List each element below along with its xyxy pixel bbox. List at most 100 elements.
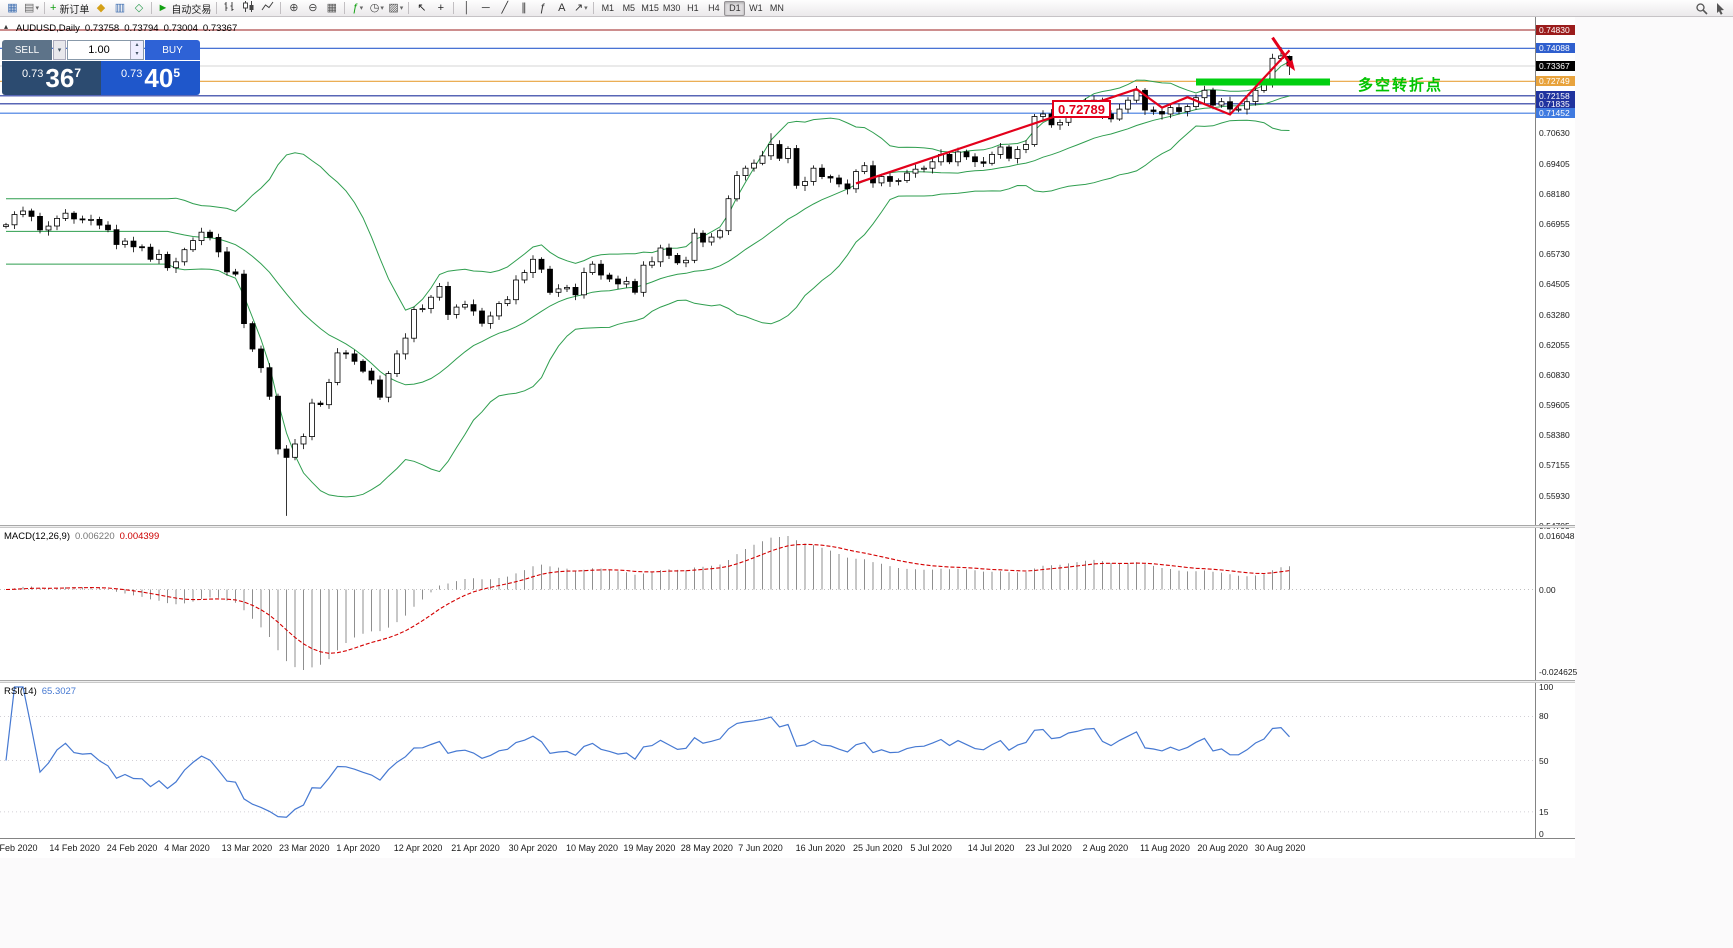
- cursor-button[interactable]: ↖: [412, 1, 431, 16]
- buy-price-button[interactable]: 0.73 40 5: [101, 61, 200, 95]
- rsi-axis-label: 15: [1539, 807, 1549, 817]
- navigator-button[interactable]: ◇: [129, 1, 148, 16]
- timeframe-m5[interactable]: M5: [622, 3, 636, 13]
- vertical-line-icon: │: [463, 1, 471, 14]
- crosshair-button[interactable]: +: [431, 1, 450, 16]
- periods-button[interactable]: ◷ ▾: [369, 1, 384, 14]
- axis-label: 0.62055: [1539, 339, 1570, 350]
- time-label: 28 May 2020: [680, 843, 733, 853]
- price-scale[interactable]: 0.70630 0.69405 0.68180 0.66955 0.65730 0.645…: [1535, 17, 1577, 839]
- volume-input[interactable]: 1.00 ▴ ▾: [67, 40, 144, 60]
- timeframe-m30[interactable]: M30: [662, 3, 681, 13]
- templates-icon: ▨: [388, 1, 399, 14]
- timeframe-d1[interactable]: D1: [724, 0, 746, 16]
- axis-label: 0.68180: [1539, 188, 1570, 199]
- horizontal-line-button[interactable]: ─: [476, 1, 495, 16]
- timeframe-m1[interactable]: M1: [601, 3, 615, 13]
- axis-label: 0.58380: [1539, 430, 1570, 441]
- rsi-panel[interactable]: RSI(14) 65.3027: [0, 683, 1535, 838]
- buy-price-small: 0.73: [120, 68, 143, 80]
- sell-price-button[interactable]: 0.73 36 7: [2, 61, 101, 95]
- price-badge: 0.73367: [1536, 61, 1575, 71]
- time-label: 16 Jun 2020: [795, 843, 846, 853]
- time-label: 23 Jul 2020: [1025, 843, 1072, 853]
- panel-splitter[interactable]: [0, 680, 1575, 683]
- price-badge: 0.71835: [1536, 98, 1575, 109]
- fibonacci-icon: ƒ: [539, 1, 546, 14]
- rsi-axis-label: 100: [1539, 682, 1554, 692]
- chart-window: ▴ AUDUSD,Daily 0.73758 0.73794 0.73004 0.733…: [0, 17, 1577, 858]
- open-value: 0.73758: [84, 23, 120, 34]
- timeframe-h1[interactable]: H1: [687, 3, 699, 13]
- zoom-in-button[interactable]: ⊕: [284, 1, 303, 16]
- tile-windows-icon: ▦: [326, 1, 338, 14]
- autotrading-button[interactable]: ► 自动交易: [157, 1, 212, 16]
- volume-value[interactable]: 1.00: [88, 44, 110, 56]
- sell-button[interactable]: SELL: [2, 40, 52, 60]
- toolbar-separator: [593, 2, 595, 14]
- zoom-in-icon: ⊕: [289, 1, 299, 14]
- volume-up-icon[interactable]: ▴: [131, 41, 143, 50]
- price-badge: 0.72158: [1536, 90, 1575, 101]
- volume-down-icon[interactable]: ▾: [131, 50, 143, 59]
- time-label: 21 Apr 2020: [451, 843, 500, 853]
- turning-point-text[interactable]: 多空转折点: [1358, 77, 1444, 94]
- time-label: 1 Apr 2020: [336, 843, 380, 853]
- main-chart-panel[interactable]: ▴ AUDUSD,Daily 0.73758 0.73794 0.73004 0.733…: [0, 17, 1535, 525]
- timeframe-mn[interactable]: MN: [769, 3, 784, 13]
- quick-nav-icon[interactable]: [1711, 1, 1730, 16]
- autotrading-icon: ►: [157, 1, 169, 14]
- time-axis[interactable]: 4 Feb 2020 14 Feb 2020 24 Feb 2020 4 Mar 20…: [0, 838, 1575, 858]
- volume-spinner[interactable]: ▴ ▾: [130, 41, 143, 59]
- toolbar-separator: [280, 2, 282, 14]
- indicators-button[interactable]: ƒ ▾: [352, 1, 364, 14]
- time-label: 20 Aug 2020: [1197, 843, 1248, 853]
- chart-candles-button[interactable]: [239, 1, 258, 16]
- buy-price-sup: 5: [173, 66, 181, 80]
- templates-button[interactable]: ▨ ▾: [388, 1, 404, 14]
- time-label: 7 Jun 2020: [738, 843, 783, 853]
- navigator-icon: ◇: [134, 1, 144, 14]
- channel-icon: ∥: [521, 1, 527, 14]
- timeframe-w1[interactable]: W1: [749, 3, 763, 13]
- macd-panel[interactable]: MACD(12,26,9) 0.006220 0.004399: [0, 528, 1535, 680]
- time-label: 10 May 2020: [566, 843, 619, 853]
- arrows-tool-button[interactable]: ↗ ▾: [573, 1, 588, 14]
- chart-bars-icon: [223, 0, 236, 16]
- alerts-button[interactable]: ◆: [91, 1, 110, 16]
- vertical-line-button[interactable]: │: [457, 1, 476, 16]
- time-label: 12 Apr 2020: [393, 843, 443, 853]
- text-tool-button[interactable]: A: [552, 1, 571, 16]
- time-label: 30 Apr 2020: [508, 843, 558, 853]
- axis-label: 0.57155: [1539, 460, 1570, 471]
- chart-bars-button[interactable]: [220, 1, 239, 16]
- tile-windows-button[interactable]: ▦: [322, 1, 341, 16]
- buy-button[interactable]: BUY: [145, 40, 200, 60]
- timeframe-m15[interactable]: M15: [641, 3, 659, 13]
- channel-button[interactable]: ∥: [514, 1, 533, 16]
- timeframe-h4[interactable]: H4: [708, 3, 720, 13]
- trendline-button[interactable]: ╱: [495, 1, 514, 16]
- zoom-out-button[interactable]: ⊖: [303, 1, 322, 16]
- toolbar-separator: [344, 2, 346, 14]
- price-badge: 0.74830: [1536, 25, 1575, 35]
- time-label: 14 Jul 2020: [967, 843, 1015, 853]
- market-watch-button[interactable]: ▥: [110, 1, 129, 16]
- fibonacci-button[interactable]: ƒ: [533, 1, 552, 16]
- panel-splitter[interactable]: [0, 525, 1575, 528]
- search-icon[interactable]: [1692, 1, 1711, 16]
- chart-line-button[interactable]: [258, 1, 277, 16]
- macd-zero-label: 0.00: [1539, 584, 1556, 595]
- new-chart-icon: ▦: [7, 1, 18, 14]
- collapse-icon[interactable]: ▴: [4, 22, 9, 31]
- time-label: 2 Aug 2020: [1082, 843, 1129, 853]
- price-annotation-label[interactable]: 0.72789: [1052, 100, 1111, 118]
- profiles-icon: ▤: [24, 1, 35, 14]
- new-chart-button[interactable]: ▦: [3, 1, 22, 16]
- rsi-axis-label: 0: [1539, 829, 1544, 839]
- close-value: 0.73367: [202, 23, 238, 34]
- order-type-dropdown[interactable]: ▾: [53, 40, 66, 60]
- new-order-button[interactable]: + 新订单: [50, 1, 90, 16]
- rsi-axis-label: 50: [1539, 755, 1549, 766]
- profiles-button[interactable]: ▤ ▾: [24, 1, 39, 14]
